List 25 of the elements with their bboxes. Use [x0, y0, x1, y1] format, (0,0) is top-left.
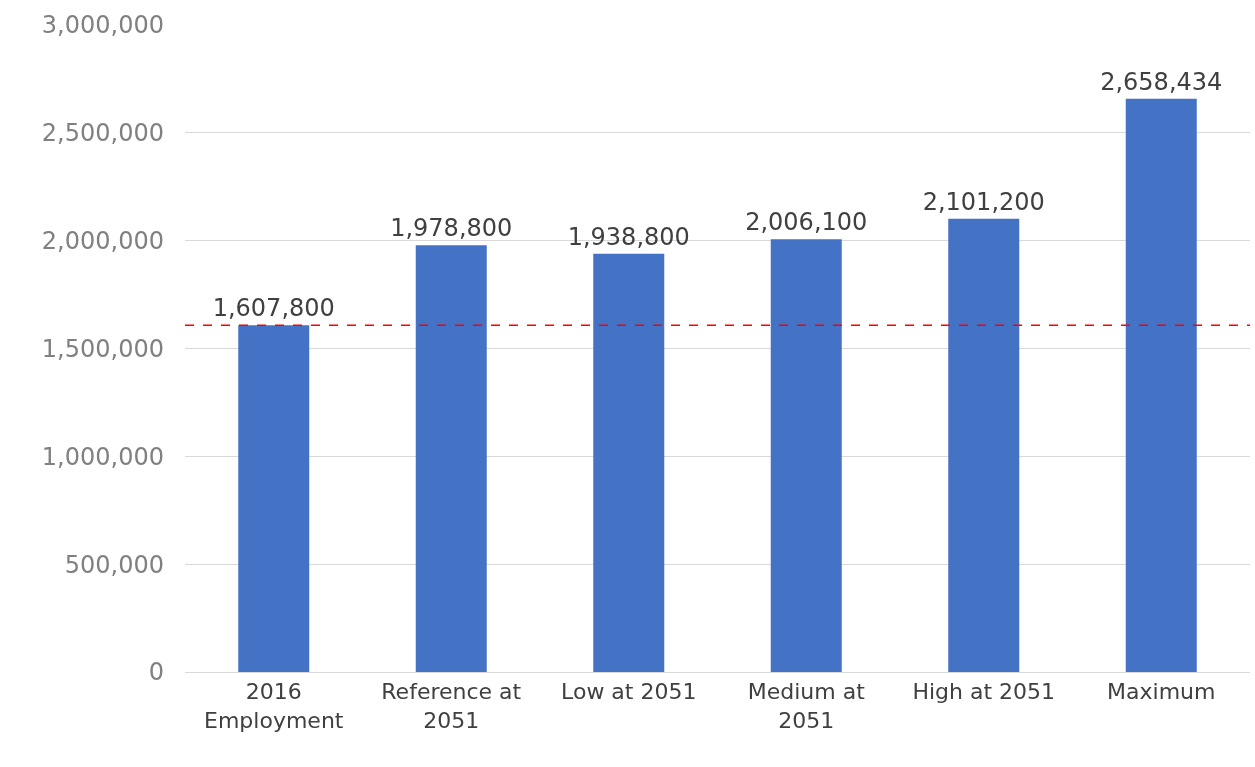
- data-label: 2,006,100: [745, 208, 868, 237]
- y-tick-label: 2,500,000: [41, 119, 164, 148]
- y-tick-label: 500,000: [64, 550, 164, 579]
- y-tick-label: 1,500,000: [41, 334, 164, 363]
- data-label: 2,658,434: [1100, 67, 1223, 96]
- bar: [770, 239, 842, 672]
- y-tick-label: 1,000,000: [41, 442, 164, 471]
- y-tick-label: 3,000,000: [41, 11, 164, 40]
- bar: [238, 325, 310, 672]
- bar: [1125, 98, 1197, 672]
- y-tick-label: 0: [148, 658, 164, 687]
- x-tick-label: Reference at 2051: [381, 679, 522, 733]
- x-tick-label: 2016 Employment: [204, 679, 344, 733]
- bar: [415, 245, 487, 672]
- bar: [948, 218, 1020, 672]
- x-tick-label: Medium at 2051: [747, 679, 866, 733]
- x-tick-label: Low at 2051: [561, 679, 697, 705]
- x-tick-label: Maximum: [1107, 679, 1216, 705]
- data-label: 2,101,200: [922, 187, 1045, 216]
- data-label: 1,938,800: [567, 222, 690, 251]
- bar: [593, 253, 665, 672]
- y-tick-label: 2,000,000: [41, 227, 164, 256]
- data-label: 1,607,800: [212, 294, 335, 323]
- data-label: 1,978,800: [390, 214, 513, 243]
- x-tick-label: High at 2051: [912, 679, 1056, 705]
